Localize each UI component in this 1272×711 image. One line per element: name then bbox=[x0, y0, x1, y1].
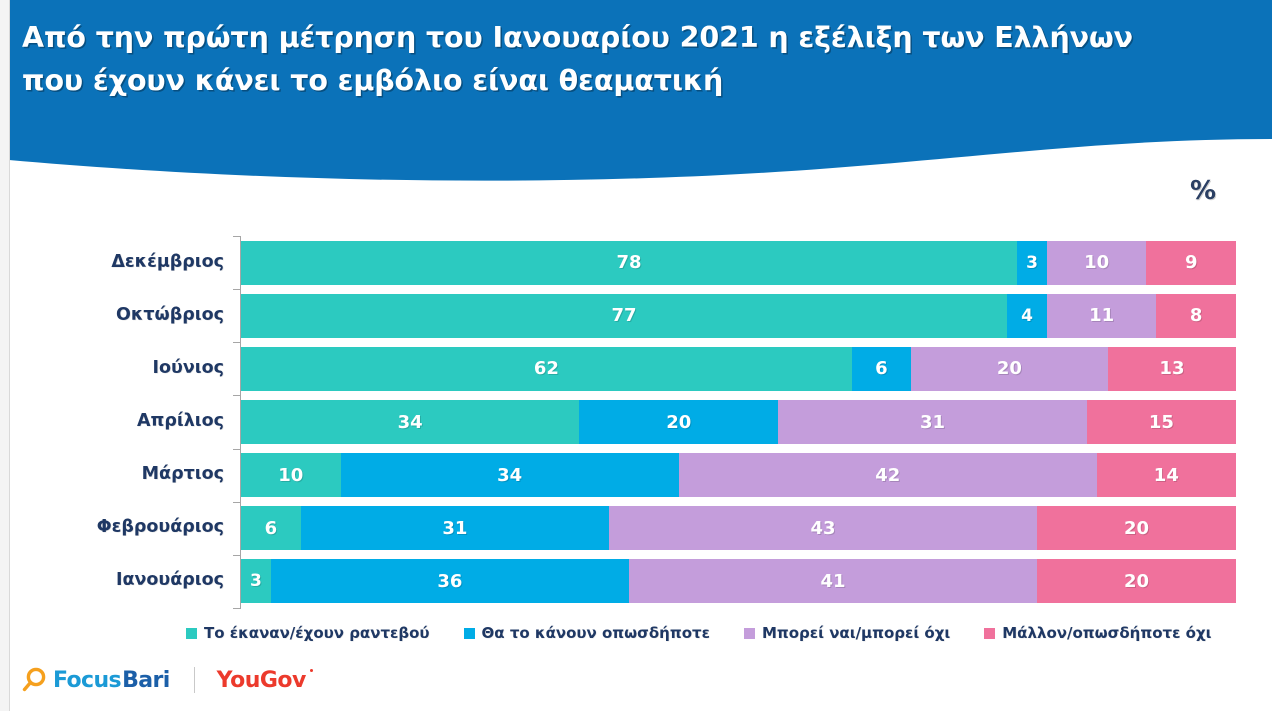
bar-segment: 36 bbox=[270, 559, 630, 604]
bar-segment: 31 bbox=[778, 400, 1087, 444]
bar-segment: 11 bbox=[1046, 293, 1157, 338]
page-title: Από την πρώτη μέτρηση του Ιανουαρίου 202… bbox=[22, 16, 1252, 103]
footer-logos: Focus Bari YouGov bbox=[22, 660, 313, 700]
yougov-logo: YouGov bbox=[216, 667, 313, 693]
bar-segment: 15 bbox=[1086, 400, 1236, 444]
category-axis-labels: Δεκέμβριος Οκτώβριος Ιούνιος Απρίλιος Μάρτιο… bbox=[20, 236, 232, 608]
magnifier-icon bbox=[22, 667, 46, 692]
axis-tick bbox=[233, 342, 240, 344]
axis-tick bbox=[233, 395, 240, 397]
bar-row: 10 34 42 14 bbox=[241, 453, 1236, 498]
focusbari-logo-text-bari: Bari bbox=[122, 667, 170, 693]
bar-segment: 34 bbox=[241, 400, 580, 444]
percent-unit-label: % bbox=[1190, 176, 1217, 206]
focusbari-logo-text-focus: Focus bbox=[53, 667, 122, 693]
stacked-bar-plot-area: 78 3 10 9 77 4 11 8 62 6 20 13 34 20 31 15 10 34 42 14 6 31 43… bbox=[240, 236, 1236, 608]
bar-row: 6 31 43 20 bbox=[241, 506, 1236, 551]
axis-tick bbox=[233, 501, 240, 503]
bar-row: 62 6 20 13 bbox=[241, 346, 1236, 391]
legend-item[interactable]: Θα το κάνουν οπωσδήποτε bbox=[463, 624, 710, 642]
yougov-logo-dot bbox=[309, 668, 313, 672]
footer-divider bbox=[193, 667, 195, 693]
legend-item[interactable]: Μάλλον/οπωσδήποτε όχι bbox=[984, 624, 1211, 642]
legend-swatch-icon bbox=[743, 627, 755, 639]
bar-segment: 6 bbox=[851, 346, 911, 391]
legend-item[interactable]: Μπορεί ναι/μπορεί όχι bbox=[743, 624, 951, 642]
page-title-line-1: Από την πρώτη μέτρηση του Ιανουαρίου 202… bbox=[22, 21, 1133, 54]
bar-row: 34 20 31 15 bbox=[241, 400, 1236, 444]
bar-segment: 20 bbox=[1036, 506, 1236, 551]
yougov-logo-text: YouGov bbox=[216, 667, 307, 693]
bar-segment: 6 bbox=[241, 506, 301, 551]
legend-label: Μάλλον/οπωσδήποτε όχι bbox=[1002, 624, 1212, 642]
category-label: Απρίλιος bbox=[136, 411, 224, 431]
axis-tick bbox=[233, 608, 240, 609]
category-label: Φεβρουάριος bbox=[96, 517, 224, 538]
legend-item[interactable]: Το έκαναν/έχουν ραντεβού bbox=[186, 624, 430, 642]
axis-tick bbox=[233, 448, 240, 450]
legend-label: Θα το κάνουν οπωσδήποτε bbox=[481, 624, 710, 642]
bar-segment: 34 bbox=[340, 453, 679, 498]
bar-segment: 41 bbox=[629, 559, 1037, 604]
bar-row: 77 4 11 8 bbox=[241, 293, 1236, 338]
bar-segment: 31 bbox=[300, 506, 610, 551]
category-label: Ιανουάριος bbox=[115, 570, 224, 591]
axis-tick bbox=[233, 289, 240, 291]
bar-segment: 9 bbox=[1146, 240, 1236, 285]
focusbari-logo: Focus Bari bbox=[22, 666, 170, 694]
legend-label: Το έκαναν/έχουν ραντεβού bbox=[204, 624, 430, 642]
bar-segment: 3 bbox=[241, 559, 271, 604]
bar-segment: 77 bbox=[241, 293, 1008, 338]
bar-segment: 78 bbox=[241, 240, 1018, 285]
bar-segment: 8 bbox=[1156, 293, 1236, 338]
axis-tick bbox=[233, 236, 240, 237]
bar-segment: 10 bbox=[1046, 240, 1147, 285]
legend-swatch-icon bbox=[186, 627, 197, 639]
bar-segment: 13 bbox=[1107, 346, 1236, 391]
chart-legend: Το έκαναν/έχουν ραντεβού Θα το κάνουν οπω… bbox=[186, 620, 1256, 646]
bar-segment: 14 bbox=[1096, 453, 1236, 498]
bar-segment: 20 bbox=[1036, 559, 1236, 604]
value-axis-line bbox=[240, 236, 241, 609]
bar-segment: 62 bbox=[241, 346, 852, 391]
page-title-line-2: που έχουν κάνει το εμβόλιο είναι θεαματι… bbox=[22, 64, 724, 98]
category-label: Δεκέμβριος bbox=[111, 251, 224, 272]
bar-segment: 4 bbox=[1007, 293, 1047, 338]
bar-segment: 10 bbox=[241, 453, 341, 498]
legend-swatch-icon bbox=[463, 627, 475, 639]
left-rail bbox=[0, 0, 10, 711]
axis-tick bbox=[233, 554, 240, 556]
bar-segment: 43 bbox=[609, 506, 1037, 551]
category-label: Ιούνιος bbox=[152, 357, 225, 378]
category-label: Οκτώβριος bbox=[116, 304, 224, 325]
legend-label: Μπορεί ναι/μπορεί όχι bbox=[761, 624, 951, 642]
legend-swatch-icon bbox=[984, 627, 996, 639]
bar-segment: 42 bbox=[678, 453, 1097, 498]
bar-segment: 3 bbox=[1017, 240, 1047, 285]
bar-row: 3 36 41 20 bbox=[241, 559, 1236, 604]
bar-row: 78 3 10 9 bbox=[241, 240, 1236, 285]
category-label: Μάρτιος bbox=[141, 464, 224, 485]
bar-segment: 20 bbox=[579, 400, 779, 444]
bar-segment: 20 bbox=[910, 346, 1108, 391]
